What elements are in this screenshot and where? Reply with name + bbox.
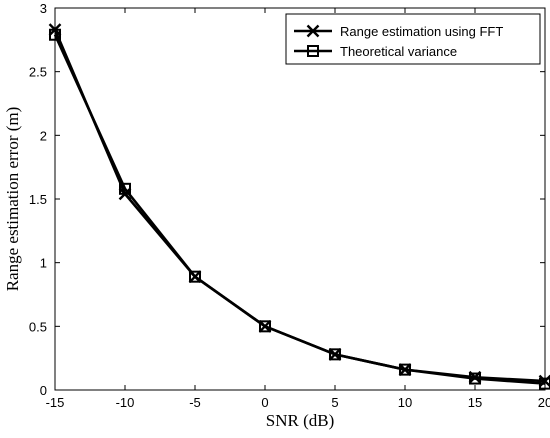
- x-tick-label: -15: [46, 395, 65, 410]
- x-tick-label: 20: [538, 395, 550, 410]
- legend-label: Range estimation using FFT: [340, 24, 503, 39]
- series-layer: [48, 23, 550, 390]
- x-tick-label: -10: [116, 395, 135, 410]
- x-tick-label: 15: [468, 395, 482, 410]
- data-point: [469, 372, 481, 385]
- y-axis-label: Range estimation error (m): [3, 107, 22, 292]
- y-tick-label: 2: [40, 128, 47, 143]
- legend: Range estimation using FFT Theoretical va…: [285, 13, 541, 65]
- data-point: [539, 377, 550, 390]
- series-line: [53, 34, 546, 385]
- x-tick-label: 10: [398, 395, 412, 410]
- data-point: [259, 320, 271, 333]
- y-tick-label: 1: [40, 256, 47, 271]
- y-tick-label: 0: [40, 383, 47, 398]
- y-tick-label: 0.5: [29, 319, 47, 334]
- data-point: [329, 348, 341, 361]
- data-point: [49, 28, 61, 41]
- y-tick-label: 3: [40, 1, 47, 16]
- legend-label: Theoretical variance: [340, 44, 457, 59]
- x-tick-label: 0: [261, 395, 268, 410]
- legend-marker: [306, 24, 320, 38]
- data-point: [399, 363, 411, 376]
- x-tick-label: 5: [331, 395, 338, 410]
- legend-entries: Range estimation using FFT Theoretical va…: [294, 24, 503, 59]
- legend-box: [285, 13, 541, 65]
- axis-ticks: -15 -10 -5 0 5 10 15 20 0 0.5 1 1.5 2 2.5 3: [29, 1, 550, 410]
- x-tick-label: -5: [189, 395, 201, 410]
- legend-marker: [307, 45, 319, 57]
- series-2: [49, 28, 550, 390]
- plot-area: [54, 7, 546, 391]
- data-point: [119, 182, 131, 195]
- data-point: [189, 270, 201, 283]
- legend-entry-2: Theoretical variance: [294, 44, 457, 59]
- data-point: [538, 374, 550, 388]
- y-tick-label: 1.5: [29, 192, 47, 207]
- x-axis-label: SNR (dB): [266, 411, 334, 430]
- y-tick-label: 2.5: [29, 65, 47, 80]
- legend-entry-1: Range estimation using FFT: [294, 24, 503, 39]
